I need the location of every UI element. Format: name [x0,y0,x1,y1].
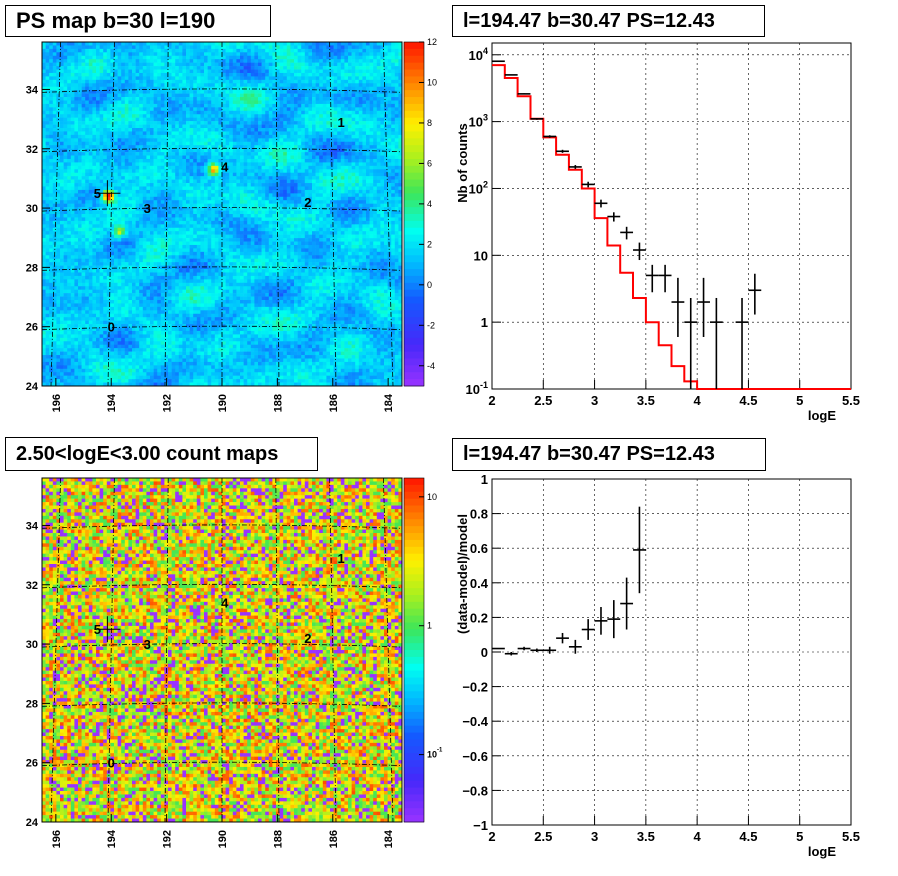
y-tick-label: 34 [26,84,39,96]
x-tick-label: 4.5 [739,829,757,844]
y-tick-label: 32 [26,144,38,156]
x-tick-label: 3.5 [637,829,655,844]
source-label-4: 4 [221,596,229,611]
y-axis-label: Nb of counts [455,123,470,202]
x-tick-label: 188 [272,830,284,848]
y-tick-label: 26 [26,758,38,770]
x-tick-label: 2.5 [534,829,552,844]
data-point [518,93,531,94]
colorbar-tick-label: 8 [427,118,432,128]
y-tick-label: 1 [481,315,488,330]
colorbar-tick-label: 0 [427,280,432,290]
x-tick-label: 194 [106,393,118,412]
source-label-2: 2 [304,631,311,646]
x-tick-label: 4 [694,829,702,844]
y-tick-label: 26 [26,322,38,334]
y-tick-label: 0.6 [470,541,488,556]
x-tick-label: 186 [328,830,340,848]
heatmap-0-colorbar [404,42,424,386]
x-tick-label: 188 [272,394,284,412]
data-point [492,61,505,62]
colorbar-tick-label: 6 [427,158,432,168]
y-tick-label: −1 [473,818,488,833]
x-tick-label: 196 [51,830,63,848]
data-point [505,74,518,75]
y-tick-label: 24 [26,817,39,829]
spectrum-frame [492,43,851,389]
y-tick-label: 34 [26,520,39,532]
source-label-1: 1 [337,551,344,566]
colorbar-tick-label: 12 [427,37,437,47]
title-spectrum: l=194.47 b=30.47 PS=12.43 [452,5,765,37]
colorbar-tick-label: -4 [427,361,435,371]
colorbar-tick-label: 10 [427,77,437,87]
x-tick-label: 2.5 [534,393,552,408]
y-tick-label: 0.4 [470,576,489,591]
y-tick-label: 30 [26,203,38,215]
x-tick-label: 5 [796,829,803,844]
y-tick-label: 104 [469,46,488,63]
title-residuals: l=194.47 b=30.47 PS=12.43 [452,438,766,471]
x-tick-label: 190 [217,394,229,412]
source-label-0: 0 [108,756,115,771]
title-count-map: 2.50<logE<3.00 count maps [5,437,318,471]
y-tick-label: 0.8 [470,507,488,522]
y-tick-label: −0.2 [462,680,488,695]
y-tick-label: 103 [469,113,488,130]
x-tick-label: 5 [796,393,803,408]
source-label-0: 0 [108,320,115,335]
y-tick-label: 0.2 [470,610,488,625]
y-tick-label: 0 [481,645,488,660]
y-tick-label: 30 [26,639,38,651]
y-tick-label: 102 [469,179,488,196]
x-tick-label: 3.5 [637,393,655,408]
x-axis-label: logE [808,844,836,859]
y-tick-label: 32 [26,580,38,592]
colorbar-tick-label: -2 [427,320,435,330]
y-tick-label: −0.4 [462,714,488,729]
x-tick-label: 4 [694,393,702,408]
source-label-3: 3 [144,637,151,652]
colorbar-tick-label: 4 [427,199,432,209]
x-tick-label: 2 [488,829,495,844]
source-label-1: 1 [337,115,344,130]
colorbar-tick-label: 10-1 [427,748,443,760]
colorbar-tick-label: 2 [427,239,432,249]
source-label-3: 3 [144,201,151,216]
y-tick-label: −0.8 [462,783,488,798]
x-axis-label: logE [808,408,836,423]
data-point [530,118,543,120]
x-tick-label: 5.5 [842,393,860,408]
x-tick-label: 194 [106,829,118,848]
x-tick-label: 3 [591,829,598,844]
y-tick-label: 28 [26,698,38,710]
x-tick-label: 4.5 [739,393,757,408]
x-tick-label: 192 [162,394,174,412]
y-tick-label: 10 [474,248,488,263]
x-tick-label: 184 [383,393,395,412]
x-tick-label: 186 [328,394,340,412]
source-label-4: 4 [221,160,229,175]
colorbar-tick-label: 10 [427,492,437,502]
y-tick-label: −0.6 [462,749,488,764]
x-tick-label: 2 [488,393,495,408]
heatmap-2-colorbar [404,478,424,822]
y-axis-label: (data-model)/model [455,514,470,634]
y-tick-label: 10-1 [466,380,488,397]
source-label-2: 2 [304,195,311,210]
y-tick-label: 1 [481,472,488,487]
x-tick-label: 196 [51,394,63,412]
title-ps-map: PS map b=30 l=190 [5,5,271,37]
x-tick-label: 192 [162,830,174,848]
x-tick-label: 5.5 [842,829,860,844]
y-tick-label: 28 [26,262,38,274]
x-tick-label: 3 [591,393,598,408]
x-tick-label: 190 [217,830,229,848]
x-tick-label: 184 [383,829,395,848]
y-tick-label: 24 [26,381,39,393]
colorbar-tick-label: 1 [427,621,432,631]
